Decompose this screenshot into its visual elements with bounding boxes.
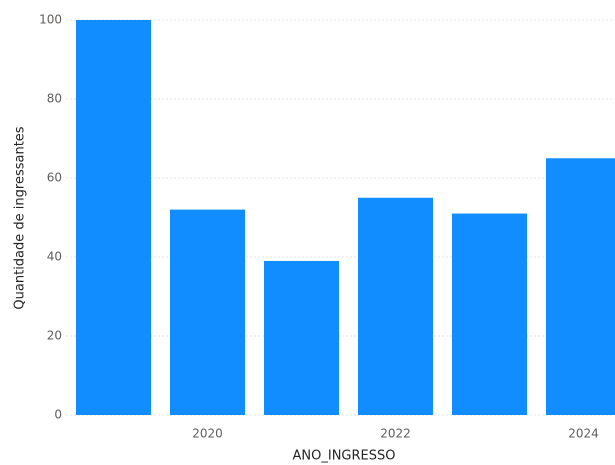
- x-tick-label: 2020: [192, 427, 223, 441]
- bar: [170, 209, 245, 415]
- y-tick-label: 0: [54, 408, 62, 422]
- x-axis-title: ANO_INGRESSO: [293, 449, 396, 464]
- bar: [452, 213, 527, 415]
- bar: [546, 158, 615, 415]
- x-tick-label: 2024: [568, 427, 599, 441]
- bar: [264, 260, 339, 415]
- x-tick-label: 2022: [380, 427, 411, 441]
- y-tick-label: 40: [47, 250, 62, 264]
- y-tick-label: 20: [47, 329, 62, 343]
- y-tick-label: 60: [47, 171, 62, 185]
- y-tick-label: 100: [39, 13, 62, 27]
- bar: [358, 197, 433, 415]
- y-axis-title: Quantidade de ingressantes: [13, 126, 28, 309]
- bar: [76, 20, 151, 415]
- y-tick-label: 80: [47, 92, 62, 106]
